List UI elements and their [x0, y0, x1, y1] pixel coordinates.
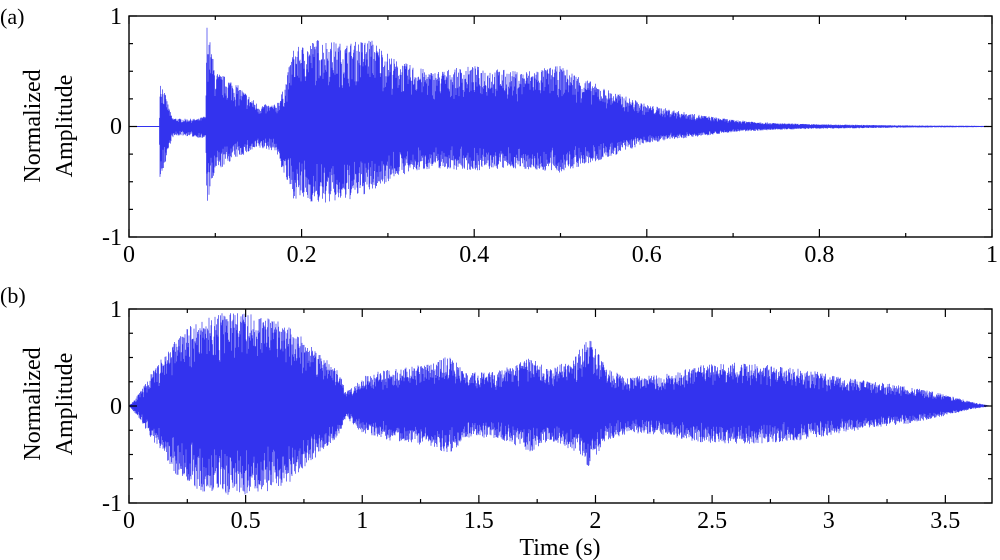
- xtick-label: 0: [123, 508, 135, 534]
- ytick-label: -1: [102, 225, 122, 251]
- panel-a-xticklabels: 0 0.2 0.4 0.6 0.8 1: [123, 242, 998, 268]
- xtick-label: 2: [589, 508, 601, 534]
- xtick-label: 3.5: [930, 508, 960, 534]
- panel-a: (a) Normalized Amplitude 0 0.2 0.4 0.6 0…: [0, 4, 998, 268]
- xtick-label: 0: [123, 242, 135, 268]
- xtick-label: 0.6: [632, 242, 662, 268]
- xtick-label: 0.5: [231, 508, 261, 534]
- panel-b-xticklabels: 0 0.5 1 1.5 2 2.5 3 3.5: [123, 508, 960, 534]
- ytick-label: 1: [110, 297, 122, 323]
- xtick-label: 2.5: [697, 508, 727, 534]
- panel-a-ticks: [128, 15, 993, 238]
- panel-b-ylabel-line1: Normalized: [20, 347, 46, 460]
- xtick-label: 3: [823, 508, 835, 534]
- panel-a-ylabel-line1: Normalized: [20, 69, 46, 182]
- ytick-label: 1: [110, 4, 122, 30]
- panel-b-label: (b): [0, 283, 26, 308]
- panel-b-ticks: [128, 308, 992, 504]
- xtick-label: 1: [986, 242, 998, 268]
- waveform-series: [129, 313, 992, 495]
- waveform-series: [159, 27, 993, 203]
- panel-b-yticklabels: -1 0 1: [102, 297, 122, 517]
- xtick-label: 1.5: [464, 508, 494, 534]
- ytick-label: 0: [110, 114, 122, 140]
- xtick-label: 0.2: [287, 242, 317, 268]
- panel-b: (b) Normalized Amplitude 0 0.5 1 1.5 2 2…: [0, 283, 993, 560]
- xtick-label: 0.8: [804, 242, 834, 268]
- panel-b-ylabel-line2: Amplitude: [52, 353, 78, 456]
- ytick-label: 0: [110, 394, 122, 420]
- panel-a-waveform: [129, 27, 993, 203]
- ytick-label: -1: [102, 491, 122, 517]
- panel-a-ylabel-line2: Amplitude: [52, 75, 78, 178]
- xtick-label: 1: [356, 508, 368, 534]
- xtick-label: 0.4: [459, 242, 489, 268]
- panel-b-waveform: [129, 313, 992, 495]
- panel-b-xlabel: Time (s): [519, 535, 600, 560]
- panel-a-label: (a): [0, 4, 24, 29]
- panel-a-yticklabels: -1 0 1: [102, 4, 122, 251]
